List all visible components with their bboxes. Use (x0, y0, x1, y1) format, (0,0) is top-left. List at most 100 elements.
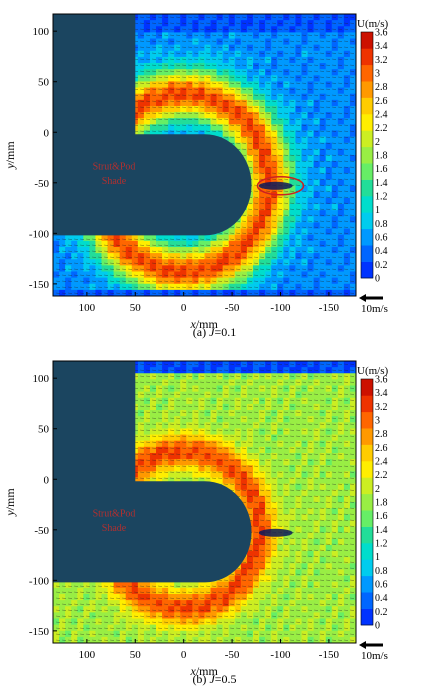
colorbar-tick-label: 2.2 (375, 123, 388, 134)
x-tick-label: -50 (225, 302, 240, 314)
wake-annotation-circle (256, 176, 305, 196)
x-tick-label: 50 (130, 649, 142, 661)
colorbar-segment (361, 64, 373, 82)
plot-frame (52, 13, 357, 297)
colorbar-segment (361, 428, 373, 445)
colorbar-tick-label: 2.6 (375, 96, 388, 107)
y-tick-label: -150 (29, 626, 50, 638)
x-tick-label: 0 (181, 649, 187, 661)
caption-b: (b) J=0.5 (192, 672, 237, 686)
colorbar-tick-label: 3 (375, 69, 380, 80)
colorbar-tick-label: 2 (375, 484, 380, 495)
colorbar-segment (361, 32, 373, 49)
strut-pod-shade (53, 14, 252, 236)
colorbar-tick-label: 2.8 (375, 82, 388, 93)
strut-pod-shade (53, 361, 252, 583)
y-tick-label: 100 (33, 26, 50, 38)
colorbar-tick-label: 1 (375, 552, 380, 563)
colorbar-tick-label: 0.8 (375, 566, 388, 577)
x-tick-label: 0 (181, 302, 187, 314)
chart-svg-b: Strut&Pod Shade 100 50 0 -50 -100 -150 100 50 0 -50… (3, 360, 389, 678)
colorbar-segment (361, 608, 373, 626)
colorbar-segment (361, 228, 373, 246)
y-tick-label: -100 (29, 575, 50, 587)
colorbar-segment (361, 212, 373, 230)
colorbar-tick-label: 0.8 (375, 219, 388, 230)
colorbar-segment (361, 114, 373, 131)
y-tick-label: -50 (34, 525, 49, 537)
colorbar-tick-label: 1.4 (375, 525, 388, 536)
reference-vector-label: 10m/s (361, 650, 388, 662)
reference-vector-head (359, 641, 366, 649)
y-tick-label: -150 (29, 279, 50, 291)
colorbar-tick-label: 1.8 (375, 498, 388, 509)
colorbar-segment (361, 477, 373, 495)
x-tick-label: -100 (270, 649, 291, 661)
colorbar-tick-label: 0.4 (375, 246, 388, 257)
panel-b: Strut&Pod Shade 100 50 0 -50 -100 -150 100 50 0 -50… (0, 347, 429, 694)
hub-wake (258, 181, 293, 190)
colorbar-tick-label: 2.6 (375, 443, 388, 454)
colorbar-segment (361, 81, 373, 98)
colorbar-segment (361, 493, 373, 511)
plot-frame (52, 360, 357, 644)
colorbar-tick-label: 3.4 (375, 388, 388, 399)
colorbar-segment (361, 196, 373, 213)
colorbar-tick-label: 0 (375, 274, 380, 285)
colorbar-title: U(m/s) (357, 365, 389, 377)
x-tick-label: 100 (79, 302, 96, 314)
colorbar-tick-label: 1.4 (375, 178, 388, 189)
colorbar-title: U(m/s) (357, 18, 389, 30)
colorbar-tick-label: 1.2 (375, 192, 388, 203)
colorbar-segment (361, 559, 373, 577)
colorbar-tick-label: 1.6 (375, 164, 388, 175)
colorbar-tick-label: 3.2 (375, 402, 388, 413)
x-axis-label: x/mm (190, 664, 219, 678)
caption-a: (a) J=0.1 (192, 325, 237, 339)
shade-label-line2: Shade (102, 176, 127, 187)
colorbar-tick-label: 0.6 (375, 233, 388, 244)
reference-vector-label: 10m/s (361, 303, 388, 315)
chart-svg-a: Strut&Pod Shade 100 50 0 -50 -100 -150 100 50 0 -50… (3, 13, 389, 331)
colorbar-tick-label: 3.2 (375, 55, 388, 66)
y-tick-label: 50 (38, 77, 50, 89)
shade-label-line1: Strut&Pod (93, 162, 136, 173)
colorbar-tick-label: 3 (375, 416, 380, 427)
colorbar-segment (361, 510, 373, 527)
colorbar-tick-label: 1 (375, 205, 380, 216)
colorbar-tick-label: 1.2 (375, 539, 388, 550)
colorbar-segment (361, 461, 373, 478)
x-tick-label: 100 (79, 649, 96, 661)
colorbar-tick-label: 2.2 (375, 470, 388, 481)
colorbar-segment (361, 179, 373, 197)
colorbar-segment (361, 245, 373, 262)
colorbar-tick-label: 1.8 (375, 151, 388, 162)
colorbar-tick-label: 2.8 (375, 429, 388, 440)
colorbar-tick-label: 3.6 (375, 28, 388, 39)
shade-label-line1: Strut&Pod (93, 509, 136, 520)
x-tick-label: -100 (270, 302, 291, 314)
colorbar-segment (361, 146, 373, 164)
colorbar-tick-label: 0.2 (375, 260, 388, 271)
x-axis-label: x/mm (190, 317, 219, 331)
colorbar-segment (361, 411, 373, 429)
colorbar-segment (361, 395, 373, 413)
colorbar-tick-label: 2 (375, 137, 380, 148)
y-axis-label: y/mm (3, 141, 17, 170)
colorbar-tick-label: 0.2 (375, 607, 388, 618)
shade-label-line2: Shade (102, 523, 127, 534)
hub-wake (258, 528, 293, 537)
colorbar-tick-label: 2.4 (375, 457, 388, 468)
colorbar-tick-label: 3.4 (375, 41, 388, 52)
y-tick-label: -100 (29, 228, 50, 240)
colorbar-segment (361, 379, 373, 396)
y-tick-label: 0 (44, 127, 50, 139)
panel-a: Strut&Pod Shade 100 50 0 -50 -100 -150 100 50 0 -50… (3, 13, 389, 339)
y-tick-label: 50 (38, 424, 50, 436)
y-axis-label: y/mm (3, 488, 17, 517)
colorbar-tick-label: 1.6 (375, 511, 388, 522)
y-tick-label: 100 (33, 373, 50, 385)
colorbar-tick-label: 2.4 (375, 110, 388, 121)
colorbar-frame (360, 31, 374, 279)
x-tick-label: 50 (130, 302, 142, 314)
